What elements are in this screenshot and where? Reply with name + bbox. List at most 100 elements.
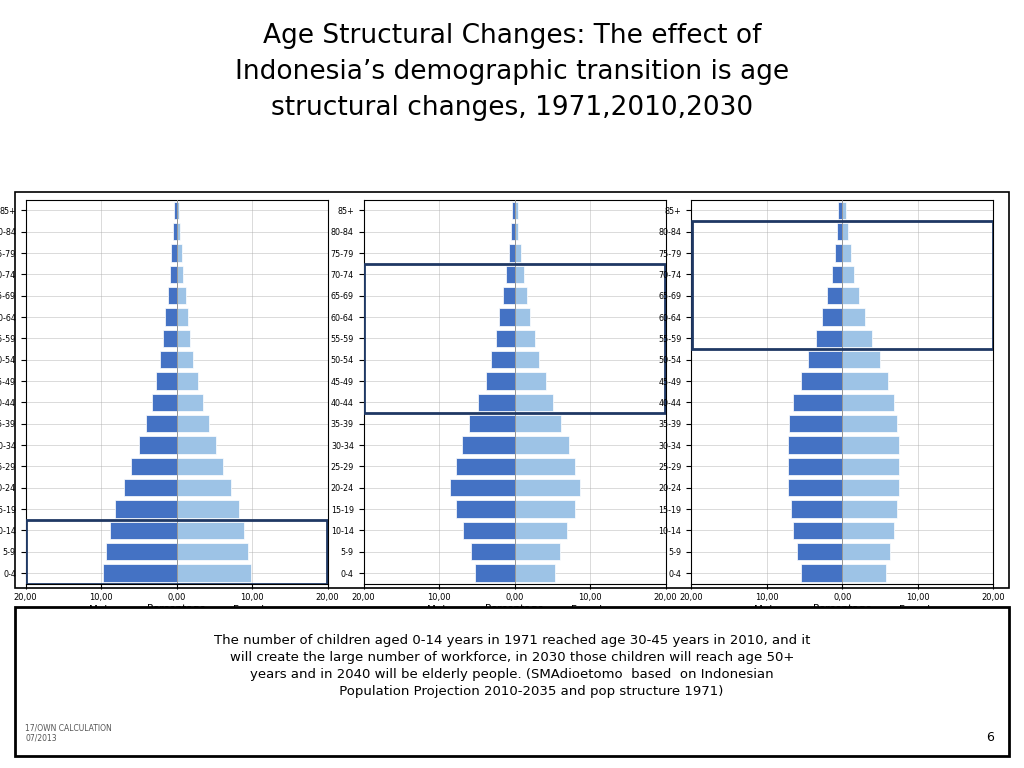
Bar — [475, 564, 514, 582]
Bar — [176, 500, 239, 518]
Bar — [842, 500, 897, 518]
Bar — [514, 543, 560, 561]
Bar — [176, 266, 183, 283]
Bar — [176, 244, 182, 262]
Bar — [514, 479, 581, 496]
Bar — [456, 458, 514, 475]
Bar — [503, 287, 514, 304]
Bar — [509, 244, 514, 262]
Bar — [842, 223, 848, 240]
Bar — [176, 458, 223, 475]
Bar — [839, 202, 842, 219]
Bar — [514, 202, 517, 219]
Bar — [171, 244, 176, 262]
Bar — [469, 415, 514, 432]
X-axis label: Percentage: Percentage — [485, 604, 544, 614]
Bar — [111, 521, 176, 539]
Bar — [842, 415, 897, 432]
Text: Female: Female — [233, 605, 271, 615]
Bar — [160, 351, 176, 369]
Bar — [514, 458, 574, 475]
Bar — [842, 308, 865, 326]
Bar — [176, 521, 244, 539]
Bar — [456, 500, 514, 518]
Bar — [176, 479, 231, 496]
Bar — [842, 329, 871, 347]
Text: 6: 6 — [986, 731, 993, 744]
Bar — [27, 520, 327, 584]
Bar — [514, 500, 574, 518]
Bar — [492, 351, 514, 369]
Bar — [170, 266, 176, 283]
Bar — [131, 458, 176, 475]
Text: Female: Female — [899, 605, 937, 615]
Bar — [124, 479, 176, 496]
Bar — [496, 329, 514, 347]
Bar — [174, 202, 176, 219]
Text: Male: Male — [89, 605, 114, 615]
Bar — [842, 244, 851, 262]
Bar — [514, 329, 535, 347]
Bar — [471, 543, 514, 561]
FancyBboxPatch shape — [15, 607, 1009, 756]
Bar — [176, 436, 216, 454]
Bar — [822, 308, 842, 326]
Bar — [797, 543, 842, 561]
Bar — [173, 223, 176, 240]
Bar — [478, 394, 514, 411]
Bar — [176, 287, 185, 304]
Bar — [176, 329, 190, 347]
Bar — [514, 564, 555, 582]
Bar — [790, 415, 842, 432]
Bar — [514, 436, 569, 454]
Bar — [145, 415, 176, 432]
Bar — [152, 394, 176, 411]
Bar — [500, 308, 514, 326]
Bar — [842, 351, 880, 369]
Bar — [165, 308, 176, 326]
Bar — [842, 543, 890, 561]
Text: 17/OWN CALCULATION
07/2013: 17/OWN CALCULATION 07/2013 — [26, 723, 112, 743]
Bar — [176, 223, 180, 240]
Text: Male: Male — [755, 605, 779, 615]
Bar — [157, 372, 176, 390]
Bar — [794, 394, 842, 411]
X-axis label: Percentage: Percentage — [813, 604, 871, 614]
Bar — [506, 266, 514, 283]
Bar — [835, 244, 842, 262]
Bar — [842, 458, 899, 475]
Bar — [514, 266, 523, 283]
Bar — [692, 221, 992, 349]
Bar — [514, 223, 518, 240]
Bar — [106, 543, 176, 561]
Bar — [514, 372, 546, 390]
Bar — [816, 329, 842, 347]
Bar — [139, 436, 176, 454]
Bar — [514, 244, 520, 262]
Bar — [102, 564, 176, 582]
Bar — [842, 479, 899, 496]
Bar — [514, 521, 567, 539]
Text: The number of children aged 0-14 years in 1971 reached age 30-45 years in 2010, : The number of children aged 0-14 years i… — [214, 634, 810, 697]
Bar — [842, 521, 894, 539]
Bar — [842, 564, 886, 582]
Bar — [787, 436, 842, 454]
Bar — [831, 266, 842, 283]
Bar — [514, 287, 526, 304]
Bar — [842, 202, 846, 219]
Bar — [842, 266, 854, 283]
Bar — [511, 223, 514, 240]
Bar — [794, 521, 842, 539]
Text: Male: Male — [427, 605, 452, 615]
Bar — [842, 287, 859, 304]
Bar — [827, 287, 842, 304]
Bar — [842, 394, 894, 411]
Bar — [485, 372, 514, 390]
Bar — [451, 479, 514, 496]
Bar — [176, 308, 188, 326]
X-axis label: Percentage: Percentage — [147, 604, 206, 614]
Bar — [514, 308, 530, 326]
Bar — [808, 351, 842, 369]
Bar — [176, 351, 194, 369]
Bar — [176, 415, 209, 432]
